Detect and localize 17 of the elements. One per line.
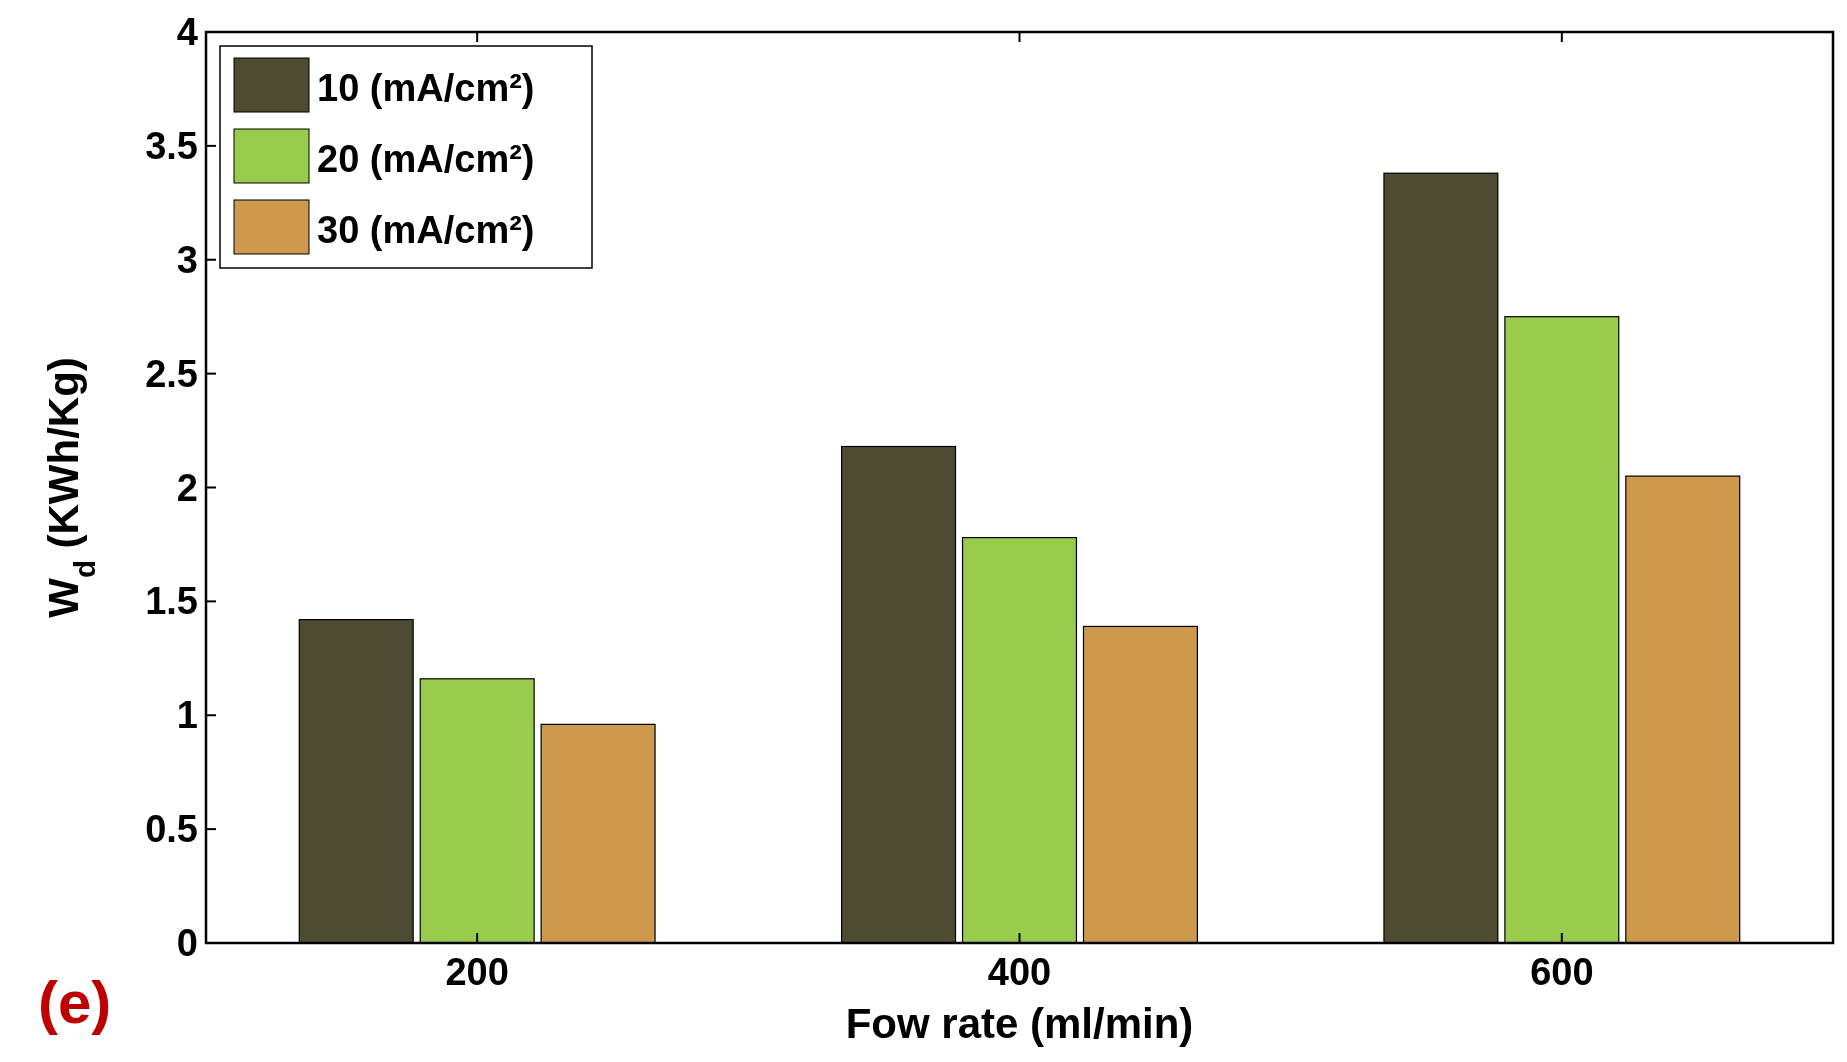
y-tick-label: 3.5	[145, 124, 198, 167]
x-tick-label: 400	[987, 951, 1052, 993]
y-tick-label: 2	[176, 466, 198, 509]
x-tick-label: 600	[1530, 951, 1594, 993]
y-tick-label: 1.5	[145, 580, 198, 623]
legend-label: 30 (mA/cm²)	[317, 209, 535, 251]
legend-label: 10 (mA/cm²)	[317, 67, 535, 109]
y-tick-label: 2.5	[145, 352, 198, 395]
text: (e)	[38, 969, 112, 1036]
y-tick-label: 1	[176, 694, 198, 737]
y-tick-label: 3	[176, 238, 198, 281]
y-tick-label: 0.5	[145, 808, 198, 851]
y-tick-label: 4	[176, 11, 198, 53]
x-axis-title: Fow rate (ml/min)	[845, 1000, 1194, 1047]
legend-label: 20 (mA/cm²)	[317, 138, 535, 180]
x-tick-label: 200	[445, 951, 509, 993]
y-tick-label: 0	[176, 922, 198, 964]
